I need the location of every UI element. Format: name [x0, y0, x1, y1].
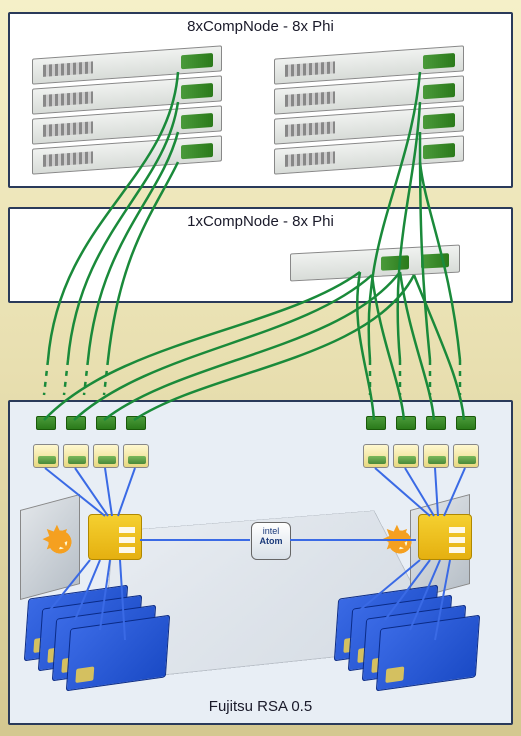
nic-icon [393, 444, 419, 468]
nic-icon [33, 444, 59, 468]
network-port [96, 416, 116, 430]
atom-label-top: intel [263, 526, 280, 536]
optical-switch-icon [380, 522, 420, 562]
nic-icon [123, 444, 149, 468]
bottom-panel: intel Atom Fujitsu RSA 0.5 [8, 400, 513, 725]
top-panel-title: 8xCompNode - 8x Phi [10, 18, 511, 35]
intel-atom-chip: intel Atom [251, 522, 291, 560]
accelerator-card [66, 615, 170, 692]
middle-panel-title: 1xCompNode - 8x Phi [10, 213, 511, 230]
bottom-panel-title: Fujitsu RSA 0.5 [10, 698, 511, 715]
network-port [426, 416, 446, 430]
network-port [366, 416, 386, 430]
accelerator-card-stack [336, 592, 476, 682]
accelerator-card [376, 615, 480, 692]
optical-switch-icon [40, 522, 80, 562]
server-node-single [290, 245, 460, 282]
nic-icon [423, 444, 449, 468]
nic-icon [363, 444, 389, 468]
switch-module [88, 514, 142, 560]
network-port [36, 416, 56, 430]
network-port [396, 416, 416, 430]
accelerator-card-stack [26, 592, 166, 682]
nic-icon [453, 444, 479, 468]
network-port [126, 416, 146, 430]
network-port [66, 416, 86, 430]
switch-module [418, 514, 472, 560]
network-port [456, 416, 476, 430]
top-panel: 8xCompNode - 8x Phi [8, 12, 513, 188]
nic-icon [93, 444, 119, 468]
middle-panel: 1xCompNode - 8x Phi [8, 207, 513, 303]
atom-label-bottom: Atom [260, 536, 283, 546]
nic-icon [63, 444, 89, 468]
